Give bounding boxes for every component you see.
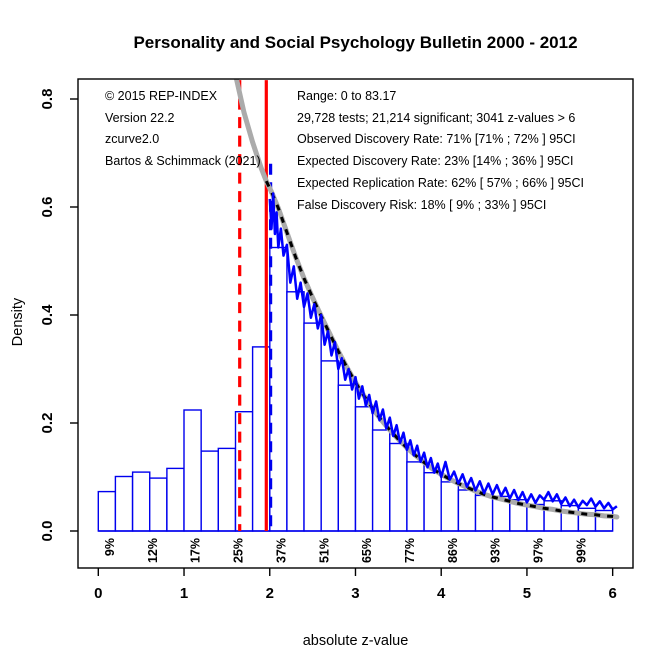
y-tick-label: 0.2 xyxy=(39,413,56,434)
histogram-bar xyxy=(303,322,322,532)
y-tick-label: 0.6 xyxy=(39,197,56,218)
x-tick-label: 1 xyxy=(180,585,188,602)
histogram-bar xyxy=(200,450,220,532)
y-tick-label: 0.8 xyxy=(39,89,56,110)
copyright-line: © 2015 REP-INDEX xyxy=(105,89,218,103)
histogram-bar xyxy=(114,475,134,532)
plot-border xyxy=(77,78,634,569)
expected-discovery-rate-line: Expected Discovery Rate: 23% [14% ; 36% … xyxy=(297,154,574,169)
power-label: 65% xyxy=(360,538,374,563)
y-tick-label: 0.0 xyxy=(39,521,56,542)
power-label: 77% xyxy=(403,538,417,563)
power-label: 97% xyxy=(532,538,546,563)
histogram-bar xyxy=(354,406,374,532)
histogram-bar xyxy=(337,384,357,532)
power-label: 17% xyxy=(189,538,203,563)
histogram-bar xyxy=(286,291,305,532)
range-line: Range: 0 to 83.17 xyxy=(297,89,397,103)
x-tick-label: 4 xyxy=(437,585,446,602)
expected-replication-rate-line: Expected Replication Rate: 62% [ 57% ; 6… xyxy=(297,175,584,190)
histogram-bar xyxy=(183,409,202,532)
histogram-bar xyxy=(423,472,442,532)
histogram-bar xyxy=(371,429,391,532)
histogram-bar xyxy=(457,489,477,532)
model-info-block: © 2015 REP-INDEX Version 22.2 zcurve2.0 … xyxy=(105,86,261,173)
power-label: 99% xyxy=(574,538,588,563)
histogram-bar xyxy=(440,481,460,532)
histogram-bar xyxy=(474,494,494,532)
observed-discovery-rate-line: Observed Discovery Rate: 71% [71% ; 72% … xyxy=(297,132,576,147)
histogram-bar xyxy=(217,447,237,532)
power-label: 93% xyxy=(489,538,503,563)
histogram-bar xyxy=(166,467,185,532)
version-line: Version 22.2 xyxy=(105,110,175,125)
power-label: 9% xyxy=(103,538,117,556)
citation-line: Bartos & Schimmack (2021) xyxy=(105,154,261,169)
x-tick-label: 0 xyxy=(94,585,102,602)
histogram-bar xyxy=(406,461,425,532)
chart-title: Personality and Social Psychology Bullet… xyxy=(133,33,578,52)
x-tick-label: 6 xyxy=(608,585,616,602)
x-tick-label: 2 xyxy=(266,585,274,602)
y-axis-title: Density xyxy=(10,297,26,347)
tests-count-line: 29,728 tests; 21,214 significant; 3041 z… xyxy=(297,110,576,125)
observed-density-curve xyxy=(268,192,618,511)
y-tick-label: 0.4 xyxy=(39,304,56,326)
false-discovery-risk-line: False Discovery Risk: 18% [ 9% ; 33% ] 9… xyxy=(297,197,547,212)
histogram-bar xyxy=(389,442,408,532)
x-tick-label: 5 xyxy=(523,585,531,602)
power-label: 86% xyxy=(446,538,460,563)
power-label: 51% xyxy=(317,538,331,563)
power-label: 12% xyxy=(146,538,160,563)
package-line: zcurve2.0 xyxy=(105,132,160,147)
histogram-bar xyxy=(320,360,340,532)
histogram-bar xyxy=(543,500,562,532)
power-label: 37% xyxy=(274,538,288,563)
x-axis-title: absolute z-value xyxy=(302,633,409,649)
histogram-bar xyxy=(148,477,168,532)
statistics-block: Range: 0 to 83.17 29,728 tests; 21,214 s… xyxy=(297,86,584,216)
power-label: 25% xyxy=(232,538,246,563)
histogram-bar xyxy=(97,490,117,532)
histogram-bar xyxy=(131,471,151,532)
histogram-bar xyxy=(234,411,254,532)
histogram-bar xyxy=(269,246,288,532)
x-tick-label: 3 xyxy=(351,585,359,602)
